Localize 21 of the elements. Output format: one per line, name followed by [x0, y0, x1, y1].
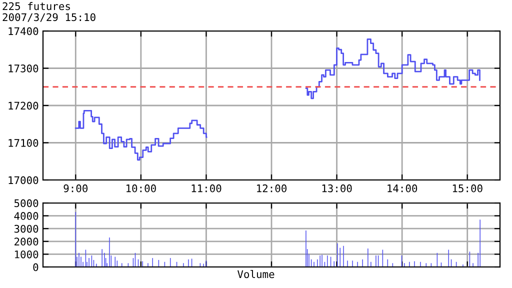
y-tick-label: 5000 — [14, 199, 38, 208]
x-tick-label: 10:00 — [126, 184, 156, 192]
chart-subtitle: 2007/3/29 15:10 — [2, 13, 96, 22]
y-tick-label: 17000 — [8, 176, 38, 184]
y-tick-label: 1000 — [15, 250, 38, 258]
y-tick-label: 3000 — [14, 224, 38, 233]
x-tick-label: 9:00 — [64, 184, 88, 192]
x-tick-label: 14:00 — [388, 184, 418, 192]
x-tick-label: 13:00 — [322, 184, 352, 192]
y-tick-label: 17200 — [8, 102, 38, 110]
y-tick-label: 17300 — [8, 64, 38, 72]
x-tick-label: 15:00 — [452, 184, 482, 192]
y-tick-label: 17100 — [8, 139, 38, 147]
y-tick-label: 2000 — [14, 238, 38, 246]
y-tick-label: 4000 — [14, 212, 38, 220]
y-tick-label: 17400 — [8, 27, 38, 36]
y-tick-label: 0 — [33, 263, 38, 272]
chart-title: 225 futures — [2, 2, 70, 10]
x-tick-label: 11:00 — [192, 184, 222, 192]
x-axis-title: Volume — [237, 270, 274, 278]
x-tick-label: 12:00 — [257, 184, 287, 192]
